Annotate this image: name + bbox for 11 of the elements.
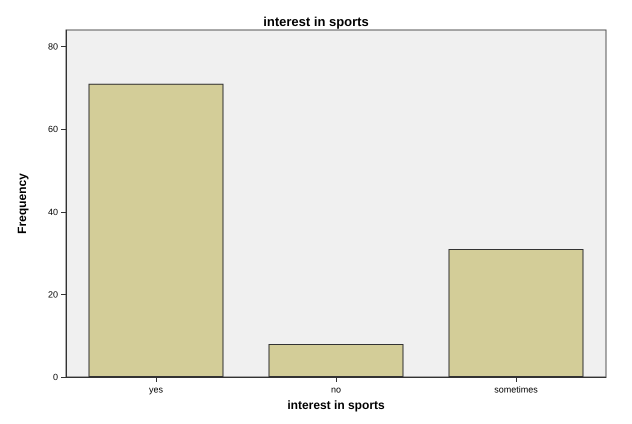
x-axis-title: interest in sports <box>287 398 385 412</box>
y-tick-label: 0 <box>52 372 58 382</box>
y-tick-label: 20 <box>48 289 58 300</box>
chart-title: interest in sports <box>263 14 369 29</box>
y-tick-label: 60 <box>48 124 58 134</box>
x-tick-label: no <box>330 384 342 394</box>
y-tick-label: 40 <box>48 206 58 217</box>
x-tick-label: yes <box>148 384 164 394</box>
y-tick-label: 80 <box>48 42 58 52</box>
y-axis-title: Frequency <box>15 172 29 234</box>
x-tick-label: sometimes <box>494 384 538 394</box>
